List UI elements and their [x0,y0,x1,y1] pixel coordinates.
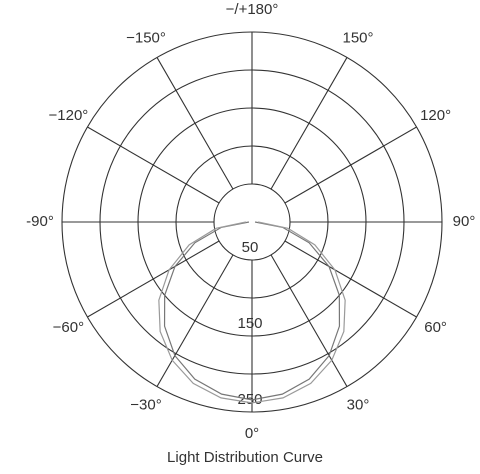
theta-tick-label: -90° [26,213,54,230]
theta-tick-label: −150° [126,29,166,46]
theta-tick-label: 120° [420,107,451,124]
spoke [156,254,234,387]
r-tick-label: 150 [237,315,262,332]
theta-tick-label: 0° [245,425,259,442]
distribution-curve [158,221,346,404]
spoke [156,57,234,190]
theta-tick-label: 30° [347,397,370,414]
spoke [87,240,220,318]
chart-title: Light Distribution Curve [167,449,323,466]
distribution-curve [163,221,341,401]
theta-tick-label: −60° [53,319,84,336]
spoke [270,57,348,190]
theta-tick-label: −30° [130,397,161,414]
spoke [270,254,348,387]
theta-tick-label: −120° [49,107,89,124]
spoke [87,126,220,204]
theta-tick-label: −/+180° [226,1,279,18]
spoke [284,240,417,318]
theta-tick-label: 90° [453,213,476,230]
theta-tick-label: 60° [424,319,447,336]
spoke [284,126,417,204]
r-tick-label: 50 [242,239,259,256]
theta-tick-label: 150° [342,29,373,46]
